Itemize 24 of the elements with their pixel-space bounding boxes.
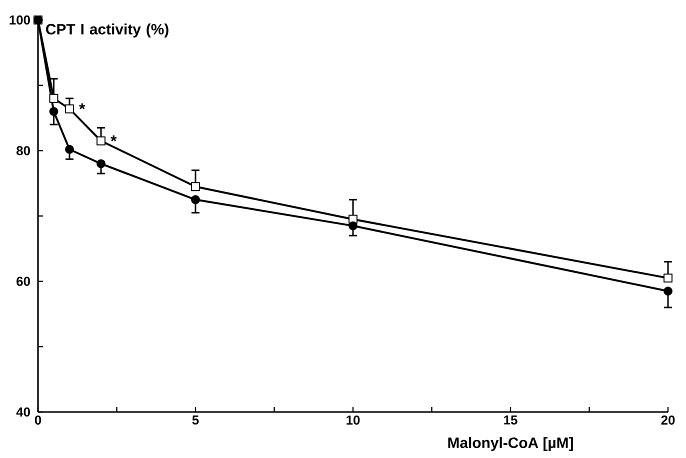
annotation: *	[79, 103, 86, 110]
y-tick-label: 60	[16, 276, 30, 286]
point	[65, 144, 74, 154]
point	[96, 136, 106, 146]
point	[664, 286, 672, 296]
point	[49, 94, 58, 103]
annotation: *	[110, 135, 117, 142]
x-tick-label: 20	[661, 416, 675, 425]
x-tick-label: 5	[192, 416, 199, 425]
x-tick-label: 0	[34, 416, 42, 425]
y-axis-title: CPT I activity (%)	[46, 24, 168, 38]
y-tick-label: 40	[16, 407, 30, 417]
point	[191, 182, 200, 192]
x-tick-label: 15	[504, 416, 518, 425]
y-tick-label: 100	[10, 15, 30, 25]
point	[664, 274, 672, 283]
x-axis-title: Malonyl-CoA [µM]	[448, 437, 573, 452]
point	[96, 159, 106, 168]
point	[65, 104, 74, 114]
x-tick-label: 10	[346, 416, 360, 425]
point	[191, 195, 200, 204]
point	[49, 106, 58, 116]
y-tick-label: 80	[16, 146, 30, 156]
point	[348, 221, 358, 230]
